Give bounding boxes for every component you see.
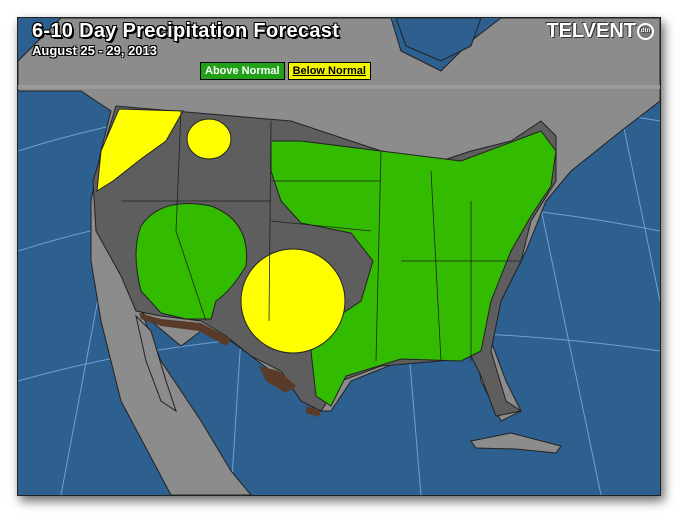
telvent-logo: TELVENT dtn (546, 20, 654, 43)
region-above-normal-east (270, 130, 557, 407)
legend-below-normal: Below Normal (287, 62, 371, 80)
dtn-badge-icon: dtn (637, 23, 654, 40)
legend-above-normal: Above Normal (200, 62, 285, 80)
precipitation-map (18, 18, 660, 495)
region-above-normal-west (135, 203, 248, 320)
map-title: 6-10 Day Precipitation Forecast (32, 20, 340, 42)
hudson-bay (395, 18, 482, 62)
map-date-range: August 25 - 29, 2013 (32, 43, 157, 58)
legend: Above Normal Below Normal (200, 62, 371, 80)
logo-text: TELVENT (546, 20, 636, 42)
state-borders (121, 110, 521, 362)
map-frame: 6-10 Day Precipitation Forecast August 2… (17, 17, 661, 496)
region-below-normal-northwest (96, 108, 184, 192)
header-divider (18, 85, 660, 89)
region-below-normal-southern-plains (240, 248, 346, 354)
region-below-normal-idaho (186, 118, 232, 160)
cuba (470, 432, 562, 454)
mexico-border-strip (139, 313, 321, 417)
baja-california (135, 314, 177, 413)
